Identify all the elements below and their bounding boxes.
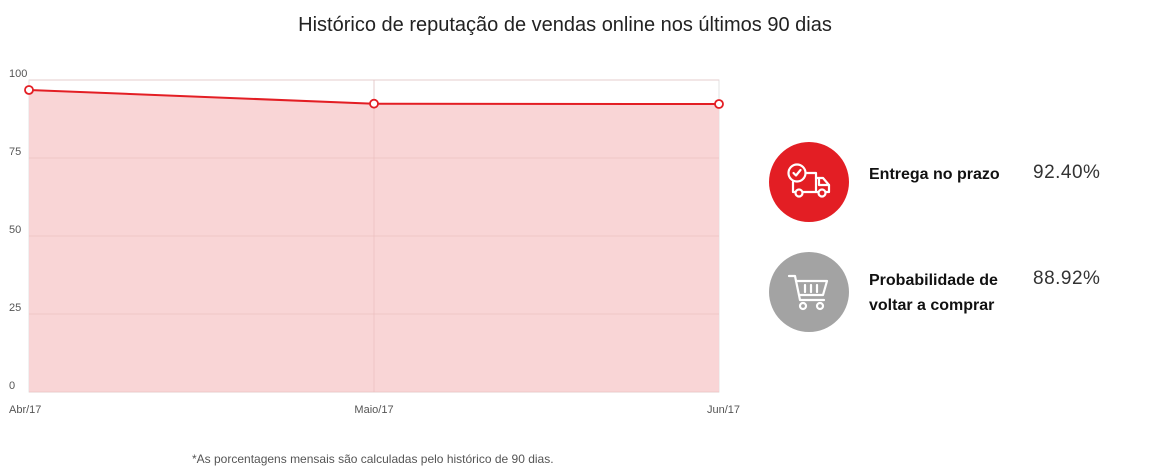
y-tick-label: 25 bbox=[9, 302, 21, 314]
chart-title: Histórico de reputação de vendas online … bbox=[298, 14, 832, 36]
x-tick-label: Jun/17 bbox=[707, 404, 740, 416]
x-tick-label: Abr/17 bbox=[9, 404, 41, 416]
stat-on-time-delivery: Entrega no prazo 92.40% bbox=[769, 142, 1129, 222]
stat-value: 88.92% bbox=[1033, 268, 1101, 289]
data-point bbox=[369, 98, 379, 109]
stat-return-probability: Probabilidade de voltar a comprar 88.92% bbox=[769, 252, 1129, 332]
stat-label: Probabilidade de voltar a comprar bbox=[869, 272, 998, 314]
delivery-truck-clock-icon bbox=[787, 163, 831, 198]
x-tick-label: Maio/17 bbox=[354, 404, 393, 416]
stat-label: Entrega no prazo bbox=[869, 166, 1000, 183]
footnote: *As porcentagens mensais são calculadas … bbox=[192, 452, 554, 466]
y-tick-label: 75 bbox=[9, 146, 21, 158]
reputation-area-chart: 0 25 50 75 100 Abr/17 Maio/17 Jun/17 bbox=[9, 68, 740, 416]
y-tick-label: 0 bbox=[9, 380, 15, 392]
shopping-cart-icon bbox=[787, 274, 829, 311]
y-tick-label: 100 bbox=[9, 68, 27, 80]
y-tick-label: 50 bbox=[9, 224, 21, 236]
stat-icon-circle bbox=[769, 142, 849, 222]
data-point bbox=[714, 99, 724, 109]
data-point bbox=[24, 85, 34, 95]
stat-icon-circle bbox=[769, 252, 849, 332]
stat-value: 92.40% bbox=[1033, 162, 1101, 183]
